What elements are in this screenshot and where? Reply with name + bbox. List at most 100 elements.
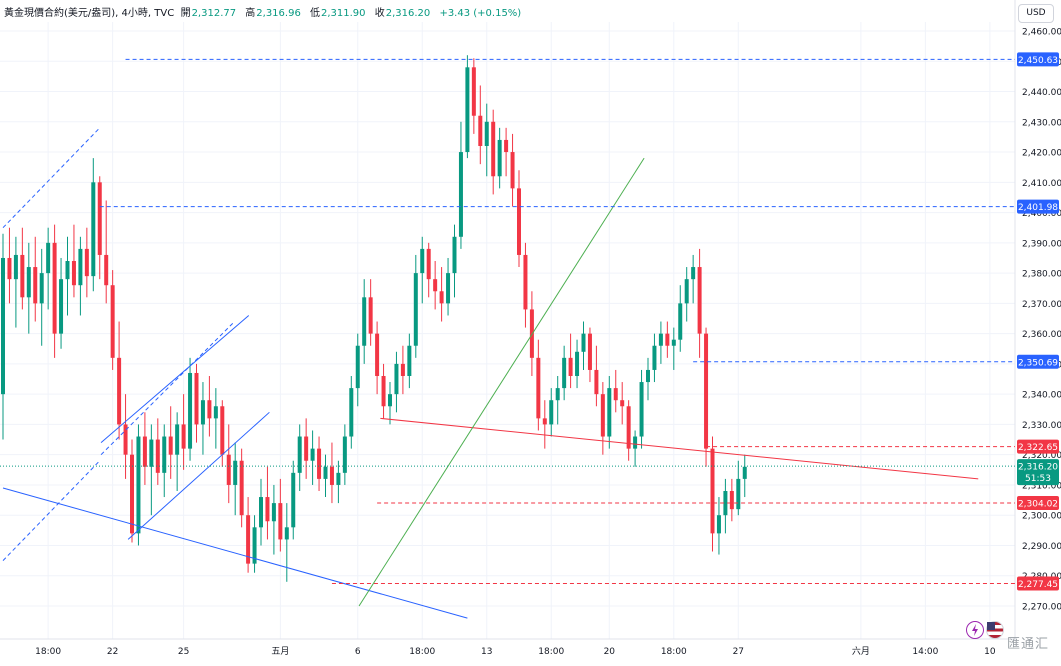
legend-symbol[interactable]: 黃金現價合約(美元/盎司) xyxy=(4,8,116,19)
candle-up xyxy=(581,321,586,370)
candle-body xyxy=(607,388,612,437)
candle-body xyxy=(168,436,173,455)
candle-down xyxy=(220,400,225,467)
candle-body xyxy=(110,285,115,358)
legend-source: TVC xyxy=(154,8,175,19)
candle-body xyxy=(723,491,728,516)
candle-down xyxy=(194,363,199,443)
candle-up xyxy=(465,55,470,159)
candle-down xyxy=(587,327,592,383)
candle-body xyxy=(259,497,263,528)
candle-body xyxy=(317,448,322,479)
legend-high-label: 高 xyxy=(245,8,256,19)
y-tick-label: 2,370.00 xyxy=(1022,300,1061,310)
y-tick-label: 2,340.00 xyxy=(1022,391,1061,401)
candle-up xyxy=(342,424,347,485)
candle-up xyxy=(446,257,451,316)
y-tick-label: 2,400.00 xyxy=(1022,209,1061,219)
candle-body xyxy=(600,394,605,437)
trendline xyxy=(358,157,645,607)
y-tick-label: 2,380.00 xyxy=(1022,270,1061,280)
lightning-icon[interactable] xyxy=(966,621,984,639)
candle-body xyxy=(426,248,431,280)
candle-body xyxy=(233,460,238,485)
symbol-legend: 黃金現價合約(美元/盎司), 4小時, TVC 開2,312.77 高2,316… xyxy=(4,8,522,19)
candle-body xyxy=(568,357,573,376)
candle-body xyxy=(716,515,721,534)
candle-body xyxy=(652,345,657,370)
candle-up xyxy=(678,285,683,352)
us-flag-icon[interactable] xyxy=(986,621,1004,639)
candle-up xyxy=(607,376,612,449)
x-tick-label: 25 xyxy=(178,647,189,657)
candle-body xyxy=(84,248,89,277)
candle-body xyxy=(91,182,96,277)
legend-low-label: 低 xyxy=(310,8,320,19)
price-tag xyxy=(1017,439,1059,454)
candle-up xyxy=(575,339,580,389)
candle-down xyxy=(117,321,122,440)
candle-body xyxy=(46,242,51,274)
candle-up xyxy=(39,248,44,346)
candle-down xyxy=(97,176,102,280)
legend-interval[interactable]: 4小時 xyxy=(121,8,148,19)
candle-down xyxy=(491,109,496,195)
candle-up xyxy=(46,227,51,310)
price-tag xyxy=(1017,52,1059,67)
candle-body xyxy=(710,448,715,534)
candle-up xyxy=(78,236,83,316)
candle-down xyxy=(368,279,373,346)
candle-up xyxy=(310,430,315,485)
candle-body xyxy=(562,357,567,389)
candle-down xyxy=(168,406,173,479)
candle-up xyxy=(349,376,354,449)
candle-body xyxy=(117,357,122,425)
candle-body xyxy=(329,466,334,485)
candle-down xyxy=(278,478,283,552)
candle-body xyxy=(671,339,676,346)
candle-body xyxy=(400,363,405,376)
candle-body xyxy=(200,400,205,425)
candle-up xyxy=(394,351,399,413)
candle-body xyxy=(368,297,373,334)
trendline xyxy=(2,127,101,229)
y-tick-label: 2,390.00 xyxy=(1022,239,1061,249)
y-tick-label: 2,290.00 xyxy=(1022,542,1061,552)
candle-body xyxy=(633,436,638,449)
candle-down xyxy=(433,261,438,310)
candle-body xyxy=(304,436,309,461)
candle-body xyxy=(549,400,554,425)
candle-up xyxy=(716,497,721,555)
candle-down xyxy=(594,345,599,407)
candle-down xyxy=(375,321,380,395)
candle-down xyxy=(478,85,483,165)
currency-button[interactable]: USD xyxy=(1018,4,1054,23)
candle-body xyxy=(104,254,109,286)
x-tick-label: 14:00 xyxy=(912,647,938,657)
candle-up xyxy=(259,478,263,546)
candle-up xyxy=(284,503,289,582)
candle-down xyxy=(381,363,386,419)
candle-up xyxy=(549,388,554,437)
candle-body xyxy=(587,333,592,370)
trendline xyxy=(100,315,250,443)
candle-up xyxy=(723,478,728,534)
candle-up xyxy=(162,424,167,498)
candle-body xyxy=(207,400,212,419)
candle-up xyxy=(420,236,425,304)
candle-up xyxy=(1,233,5,440)
trendline xyxy=(2,487,468,619)
candle-down xyxy=(536,339,541,431)
candle-body xyxy=(665,333,670,346)
candle-down xyxy=(181,394,186,470)
price-tag xyxy=(1017,576,1059,591)
candle-body xyxy=(517,188,521,255)
candle-up xyxy=(452,224,457,298)
candle-up xyxy=(633,430,638,467)
trendline xyxy=(2,460,101,561)
candle-body xyxy=(658,333,663,346)
candle-body xyxy=(291,472,296,528)
candle-body xyxy=(626,406,631,449)
candle-body xyxy=(684,279,689,304)
